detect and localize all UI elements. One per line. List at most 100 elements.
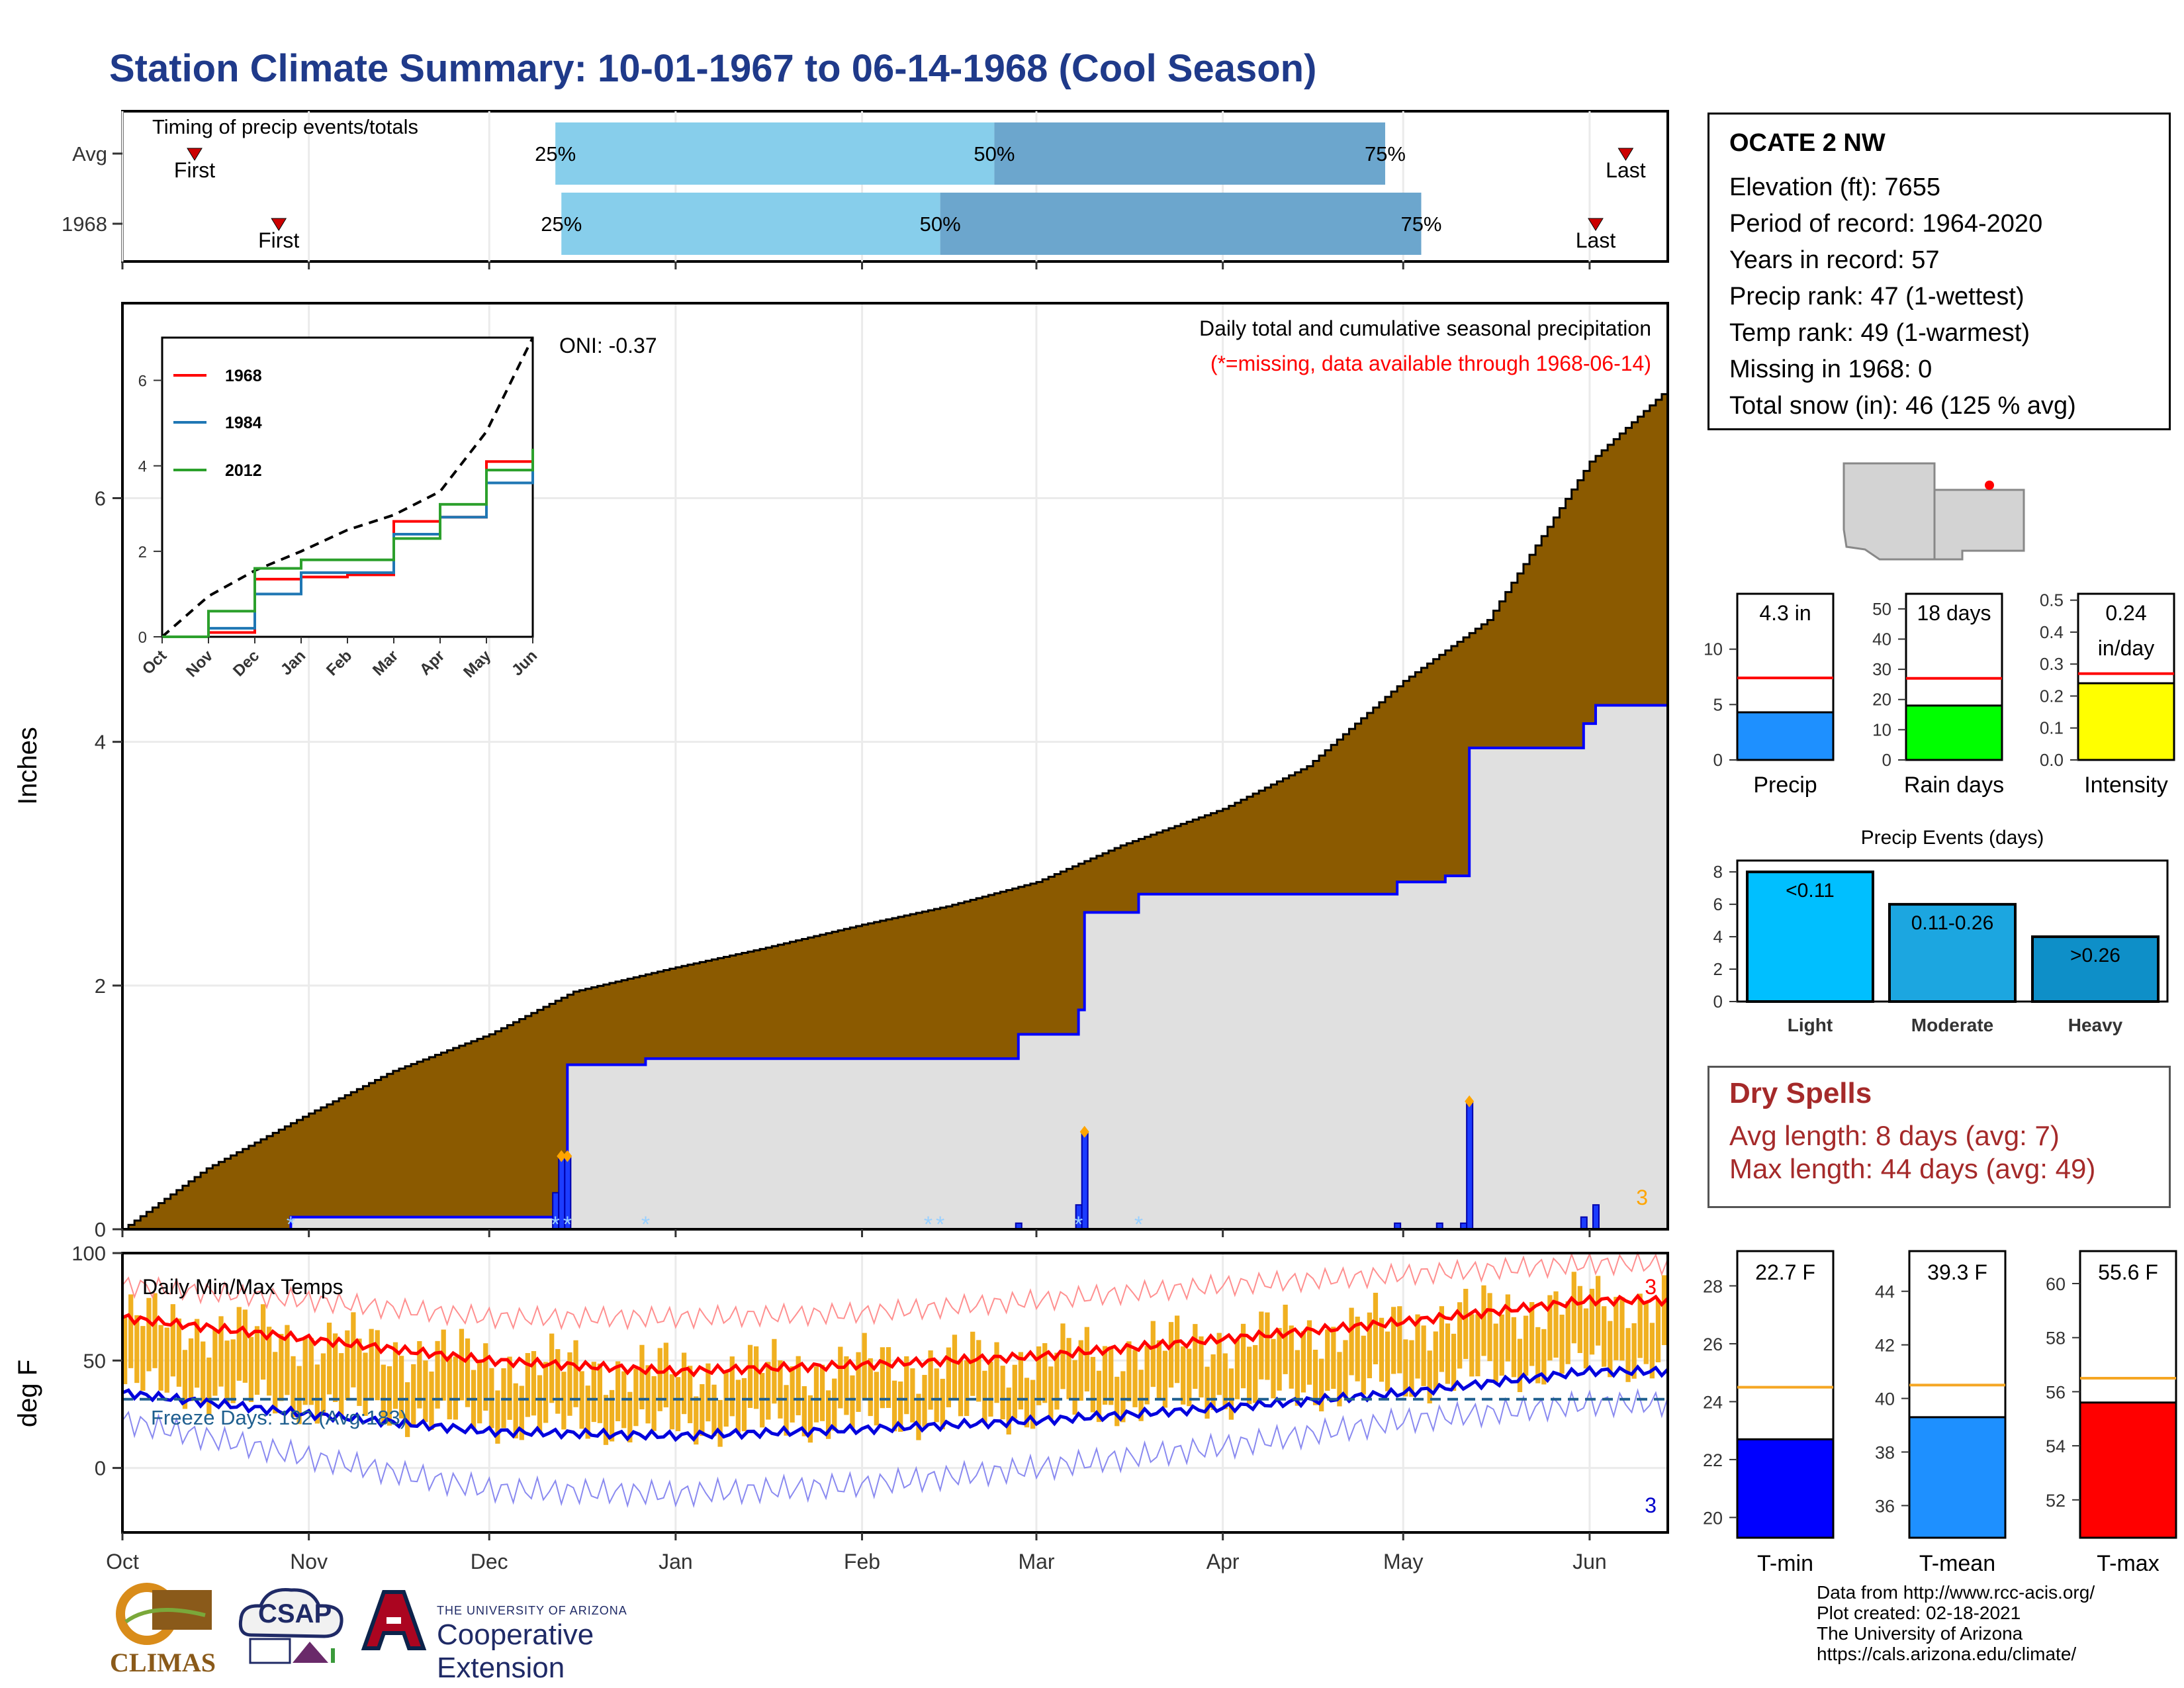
daily-temp-bar: [1403, 1339, 1408, 1397]
credit-line: Data from http://www.rcc-acis.org/: [1817, 1582, 2095, 1603]
station-years: Years in record: 57: [1729, 246, 1940, 274]
temp-gauge-y-tick-label: 38: [1875, 1443, 1895, 1463]
gauge-y-tick-label: 0.0: [2040, 750, 2064, 770]
daily-temp-bar: [387, 1366, 392, 1426]
daily-temp-bar: [1109, 1346, 1114, 1405]
events-bar-label: 0.11-0.26: [1911, 912, 1994, 934]
daily-temp-bar: [1210, 1354, 1216, 1411]
temp-x-tick-label: Dec: [471, 1550, 508, 1573]
daily-temp-bar: [351, 1312, 356, 1387]
daily-temp-bar: [1608, 1321, 1613, 1378]
daily-temp-bar: [513, 1383, 518, 1438]
daily-temp-bar: [813, 1366, 819, 1423]
daily-temp-bar: [850, 1375, 855, 1429]
daily-temp-bar: [543, 1362, 549, 1423]
daily-temp-bar: [279, 1334, 284, 1401]
daily-temp-bar: [1271, 1338, 1276, 1399]
daily-temp-bar: [1595, 1276, 1601, 1346]
temp-gauge-panel: 22.7 F 20 22 24 26 28 T-min 39.3 F 36 38 40 42 44 T-m…: [1703, 1250, 2177, 1576]
temp-gauge-value-label: 22.7 F: [1755, 1260, 1815, 1284]
daily-temp-bar: [1457, 1302, 1463, 1369]
gauge-value-label: 4.3 in: [1759, 601, 1811, 625]
daily-temp-bar: [1487, 1293, 1492, 1362]
daily-temp-bar: [801, 1386, 807, 1436]
gauge-y-tick-label: 20: [1872, 690, 1891, 710]
daily-temp-bar: [561, 1372, 567, 1430]
daily-temp-bar: [633, 1368, 639, 1427]
daily-max-marker-icon: [563, 1150, 572, 1162]
daily-temp-bar: [1547, 1295, 1553, 1361]
csap-logo: CSAP: [232, 1575, 351, 1675]
temp-gauge-label: T-mean: [1919, 1551, 1995, 1576]
daily-temp-bar: [236, 1307, 242, 1381]
temp-gauge-y-tick-label: 24: [1703, 1392, 1723, 1412]
timing-last-label: Last: [1576, 228, 1616, 252]
gauge-label: Rain days: [1904, 773, 2004, 798]
daily-temp-bar: [1000, 1366, 1005, 1420]
daily-temp-bar: [1060, 1323, 1066, 1389]
daily-temp-bar: [1277, 1328, 1282, 1391]
daily-temp-bar: [429, 1371, 434, 1430]
daily-temp-bar: [868, 1358, 873, 1417]
daily-temp-bar: [392, 1342, 398, 1409]
missing-marker-icon: *: [936, 1212, 944, 1237]
daily-temp-bar: [1571, 1272, 1576, 1344]
daily-temp-bar: [152, 1293, 158, 1368]
daily-temp-bar: [1331, 1327, 1336, 1389]
daily-temp-bar: [435, 1340, 440, 1409]
events-bar: [1746, 870, 1874, 1004]
daily-temp-bar: [1199, 1336, 1204, 1398]
daily-temp-bar: [1373, 1292, 1379, 1365]
oni-label: ONI: -0.37: [559, 334, 657, 357]
daily-temp-bar: [1427, 1350, 1432, 1404]
daily-temp-bar: [291, 1356, 296, 1417]
gauge-y-tick-label: 10: [1704, 639, 1723, 659]
daily-temp-bar: [398, 1356, 404, 1419]
daily-temp-bar: [465, 1338, 471, 1407]
timing-bar-q1: [555, 122, 995, 185]
daily-temp-bar: [1283, 1304, 1288, 1374]
daily-temp-bar: [146, 1297, 152, 1372]
daily-temp-bar: [1643, 1302, 1649, 1364]
daily-temp-bar: [1614, 1297, 1619, 1360]
daily-temp-bar: [1535, 1327, 1541, 1383]
climas-wordmark: CLIMAS: [110, 1648, 216, 1677]
daily-temp-bar: [1144, 1346, 1150, 1405]
daily-temp-bar: [1234, 1339, 1240, 1399]
events-panel: Precip Events (days) <0.11 Light 0.11-0.26 M…: [1713, 827, 2169, 1035]
last-marker-icon: [1588, 218, 1604, 231]
temp-gauge-y-tick-label: 58: [2046, 1329, 2066, 1348]
daily-temp-bar: [326, 1323, 332, 1395]
ua-block-a-icon: [361, 1589, 432, 1655]
daily-temp-bar: [1295, 1350, 1300, 1406]
daily-temp-bar: [1523, 1315, 1529, 1376]
precip-title: Daily total and cumulative seasonal prec…: [1199, 316, 1651, 340]
inset-y-tick-label: 2: [138, 543, 147, 561]
avg-min-line: [122, 1364, 1669, 1442]
daily-temp-bar: [627, 1391, 633, 1443]
gauge-value-label: 18 days: [1917, 601, 1991, 625]
daily-temp-bar: [128, 1294, 134, 1368]
daily-temp-bar: [1415, 1314, 1420, 1379]
dry-spells-box: Dry Spells Avg length: 8 days (avg: 7) M…: [1707, 1066, 2171, 1208]
daily-temp-bar: [1289, 1325, 1294, 1389]
daily-temp-bar: [555, 1349, 561, 1414]
gauge-label: Intensity: [2084, 773, 2168, 798]
events-y-tick-label: 6: [1713, 894, 1723, 914]
temp-gauge-bar: [1736, 1438, 1835, 1539]
daily-temp-bar: [1265, 1312, 1270, 1380]
temp-gauge-y-tick-label: 22: [1703, 1450, 1723, 1470]
daily-temp-bar: [1469, 1314, 1475, 1377]
temp-gauge-y-tick-label: 20: [1703, 1508, 1723, 1528]
daily-temp-bar: [1367, 1312, 1372, 1379]
credit-line: The University of Arizona: [1817, 1623, 2023, 1644]
credit-line: https://cals.arizona.edu/climate/: [1817, 1644, 2077, 1664]
daily-temp-bar: [862, 1333, 867, 1399]
daily-temp-bar: [357, 1338, 362, 1406]
gauge-value-bar: [1736, 711, 1835, 761]
daily-temp-bar: [1511, 1317, 1517, 1378]
gauge-y-tick-label: 40: [1872, 629, 1891, 649]
daily-temp-bar: [891, 1380, 897, 1432]
gauge-y-tick-label: 0: [1882, 750, 1891, 770]
daily-temp-bar: [928, 1350, 933, 1410]
